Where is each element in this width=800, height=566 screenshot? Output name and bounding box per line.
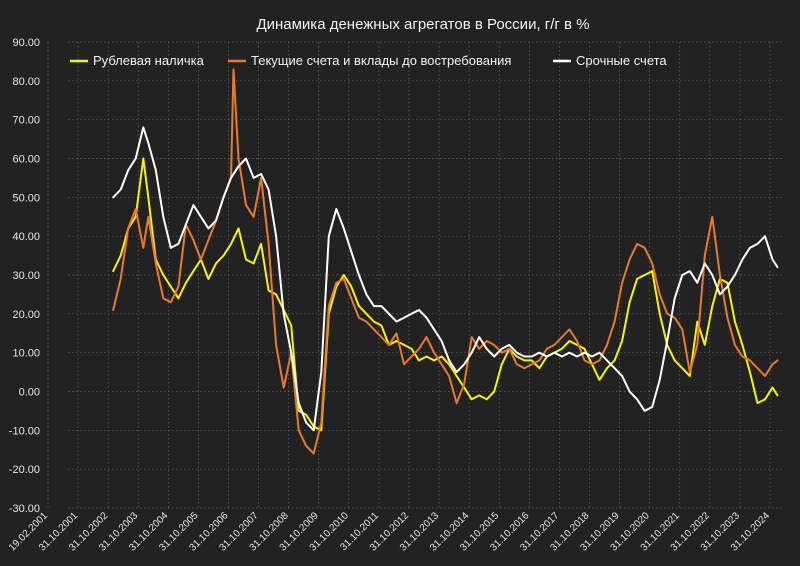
y-tick-label: 60.00: [12, 154, 40, 166]
y-tick-label: 70.00: [12, 115, 40, 127]
legend-label: Текущие счета и вклады до востребования: [251, 53, 511, 68]
y-tick-label: 30.00: [12, 270, 40, 282]
y-tick-label: 10.00: [12, 348, 40, 360]
series-lines: [112, 68, 779, 455]
legend-label: Срочные счета: [576, 53, 667, 68]
y-tick-label: 0.00: [19, 387, 40, 399]
y-tick-label: 80.00: [12, 76, 40, 88]
series-line-3: [112, 126, 779, 432]
legend-label: Рублевая наличка: [93, 53, 205, 68]
legend: Рублевая наличка Текущие счета и вклады д…: [70, 53, 667, 68]
y-tick-label: 20.00: [12, 309, 40, 321]
y-tick-label: -10.00: [9, 425, 40, 437]
y-tick-label: 40.00: [12, 231, 40, 243]
chart-title: Динамика денежных агрегатов в России, г/…: [256, 16, 589, 33]
y-tick-label: -20.00: [9, 464, 40, 476]
y-tick-label: -30.00: [9, 503, 40, 515]
y-axis-ticks: 90.00 80.00 70.00 60.00 50.00 40.00 30.00 20.00…: [9, 37, 40, 515]
y-tick-label: 90.00: [12, 37, 40, 49]
series-line-1: [112, 157, 779, 432]
y-tick-label: 50.00: [12, 192, 40, 204]
